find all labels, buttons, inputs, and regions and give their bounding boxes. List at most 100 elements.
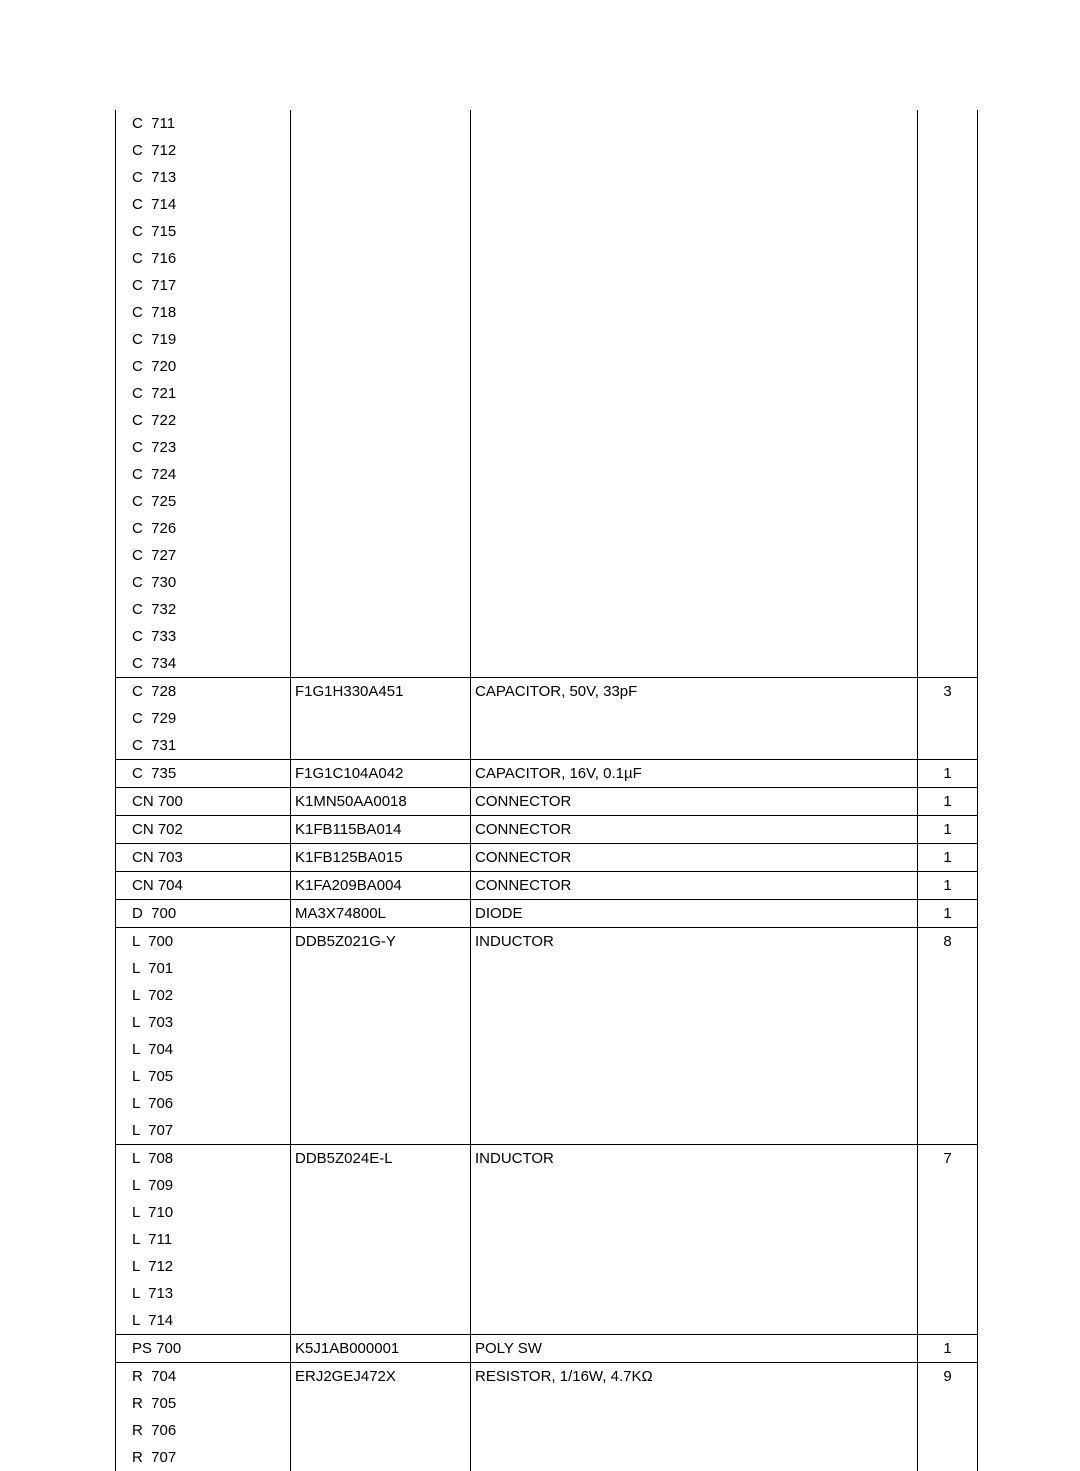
quantity-cell — [918, 191, 978, 218]
table-row: L 706 — [116, 1090, 978, 1117]
part-number-cell — [291, 326, 471, 353]
description-cell — [471, 1117, 918, 1145]
ref-text: C 718 — [116, 305, 176, 320]
table-row: L 703 — [116, 1009, 978, 1036]
part-number-cell — [291, 110, 471, 137]
ref-text: CN 703 — [116, 850, 183, 865]
part-number-text: K1FA209BA004 — [291, 878, 402, 893]
part-number-text: F1G1C104A042 — [291, 766, 403, 781]
description-text: CONNECTOR — [471, 878, 571, 893]
ref-text: C 712 — [116, 143, 176, 158]
quantity-text: 1 — [943, 821, 951, 838]
table-row: C 733 — [116, 623, 978, 650]
quantity-cell — [918, 732, 978, 760]
part-number-cell: K1FB115BA014 — [291, 816, 471, 844]
quantity-cell — [918, 1172, 978, 1199]
table-row: C 713 — [116, 164, 978, 191]
ref-cell: R 707 — [116, 1444, 291, 1471]
quantity-cell — [918, 407, 978, 434]
ref-cell: C 727 — [116, 542, 291, 569]
ref-text: L 707 — [116, 1123, 173, 1138]
parts-list-table: C 711C 712C 713C 714C 715C 716C 717C 718… — [115, 110, 978, 1471]
ref-cell: PS 700 — [116, 1335, 291, 1363]
ref-text: C 717 — [116, 278, 176, 293]
description-cell — [471, 1063, 918, 1090]
table-row: R 705 — [116, 1390, 978, 1417]
part-number-cell — [291, 1090, 471, 1117]
table-row: C 731 — [116, 732, 978, 760]
table-row: C 726 — [116, 515, 978, 542]
part-number-cell — [291, 650, 471, 678]
description-cell — [471, 407, 918, 434]
part-number-cell — [291, 1226, 471, 1253]
table-row: R 704ERJ2GEJ472XRESISTOR, 1/16W, 4.7KΩ9 — [116, 1363, 978, 1391]
ref-text: C 734 — [116, 656, 176, 671]
quantity-cell — [918, 245, 978, 272]
table-row: L 707 — [116, 1117, 978, 1145]
ref-cell: L 705 — [116, 1063, 291, 1090]
quantity-cell: 1 — [918, 760, 978, 788]
part-number-cell: MA3X74800L — [291, 900, 471, 928]
ref-text: C 731 — [116, 738, 176, 753]
quantity-text: 1 — [943, 849, 951, 866]
description-cell: RESISTOR, 1/16W, 4.7KΩ — [471, 1363, 918, 1391]
quantity-cell: 3 — [918, 678, 978, 706]
ref-cell: L 713 — [116, 1280, 291, 1307]
description-cell: CONNECTOR — [471, 788, 918, 816]
part-number-cell — [291, 218, 471, 245]
description-cell — [471, 623, 918, 650]
ref-cell: L 706 — [116, 1090, 291, 1117]
ref-cell: C 726 — [116, 515, 291, 542]
parts-list-body: C 711C 712C 713C 714C 715C 716C 717C 718… — [116, 110, 978, 1471]
table-row: L 705 — [116, 1063, 978, 1090]
part-number-cell — [291, 272, 471, 299]
ref-text: R 704 — [116, 1369, 176, 1384]
ref-text: C 711 — [116, 116, 175, 131]
description-cell — [471, 596, 918, 623]
description-text: RESISTOR, 1/16W, 4.7KΩ — [471, 1369, 653, 1384]
description-text: CONNECTOR — [471, 794, 571, 809]
ref-text: C 721 — [116, 386, 176, 401]
description-cell — [471, 326, 918, 353]
quantity-cell — [918, 218, 978, 245]
table-row: L 711 — [116, 1226, 978, 1253]
quantity-cell — [918, 326, 978, 353]
quantity-text: 1 — [943, 793, 951, 810]
description-cell — [471, 1417, 918, 1444]
ref-cell: C 728 — [116, 678, 291, 706]
part-number-text: K1FB125BA015 — [291, 850, 403, 865]
ref-cell: C 712 — [116, 137, 291, 164]
quantity-cell: 1 — [918, 1335, 978, 1363]
table-row: C 719 — [116, 326, 978, 353]
ref-cell: L 700 — [116, 928, 291, 956]
ref-cell: C 730 — [116, 569, 291, 596]
quantity-cell — [918, 1199, 978, 1226]
description-cell — [471, 515, 918, 542]
quantity-cell: 1 — [918, 872, 978, 900]
part-number-cell — [291, 299, 471, 326]
table-row: CN 704K1FA209BA004CONNECTOR1 — [116, 872, 978, 900]
ref-text: R 706 — [116, 1423, 176, 1438]
ref-text: L 706 — [116, 1096, 173, 1111]
ref-cell: R 705 — [116, 1390, 291, 1417]
ref-text: C 713 — [116, 170, 176, 185]
part-number-cell: K1FB125BA015 — [291, 844, 471, 872]
table-row: C 724 — [116, 461, 978, 488]
description-text: INDUCTOR — [471, 934, 554, 949]
ref-cell: C 734 — [116, 650, 291, 678]
quantity-cell: 7 — [918, 1145, 978, 1173]
quantity-cell — [918, 1307, 978, 1335]
part-number-cell: K1MN50AA0018 — [291, 788, 471, 816]
quantity-text: 1 — [943, 765, 951, 782]
table-row: L 701 — [116, 955, 978, 982]
quantity-cell — [918, 434, 978, 461]
description-cell: CONNECTOR — [471, 844, 918, 872]
description-cell — [471, 1307, 918, 1335]
quantity-cell — [918, 1390, 978, 1417]
part-number-cell — [291, 1063, 471, 1090]
table-row: C 712 — [116, 137, 978, 164]
quantity-cell — [918, 1444, 978, 1471]
table-row: CN 703 K1FB125BA015 CONNECTOR 1 — [116, 844, 978, 872]
ref-text: L 713 — [116, 1286, 173, 1301]
ref-text: CN 702 — [116, 822, 183, 837]
